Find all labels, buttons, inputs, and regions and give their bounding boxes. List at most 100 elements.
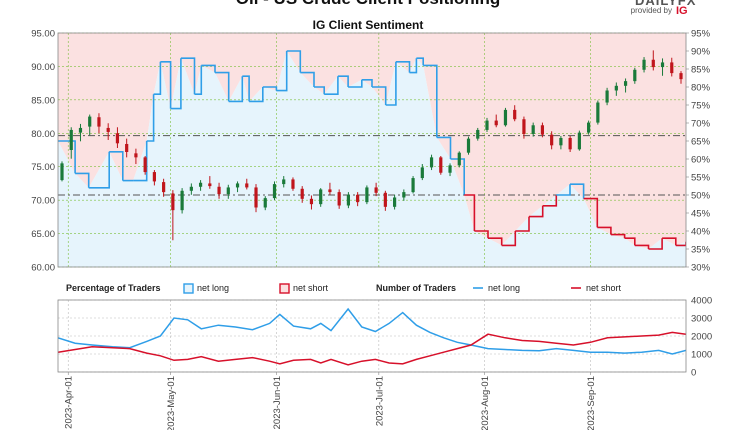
net-long-pct-segment bbox=[515, 216, 530, 232]
figure-title: Oil - US Crude Client Positioning bbox=[236, 0, 500, 8]
dailyfx-logo: DAILYFX provided by IG bbox=[631, 0, 696, 17]
price-candle-body bbox=[577, 132, 581, 150]
price-axis-tick: 75.00 bbox=[31, 162, 55, 173]
net-long-pct-segment bbox=[501, 231, 517, 247]
net-long-pct-segment bbox=[529, 205, 544, 218]
legend: Percentage of Traders net long net short… bbox=[66, 283, 622, 294]
price-candle-body bbox=[466, 138, 471, 153]
net-long-pct-segment bbox=[58, 140, 76, 174]
price-candle-body bbox=[411, 178, 415, 193]
net-long-pct-segment bbox=[409, 58, 418, 74]
chart-title: IG Client Sentiment bbox=[313, 18, 424, 32]
net-long-area bbox=[58, 51, 686, 267]
net-long-pct-segment bbox=[314, 86, 325, 95]
trader-count-chart: 0 1000 2000 3000 4000 2023-Apr-01 2023-May-01… bbox=[57, 296, 712, 430]
price-candle-body bbox=[143, 157, 147, 173]
price-candle-body bbox=[420, 167, 424, 179]
price-candle-body bbox=[476, 129, 480, 139]
count-axis-tick: 1000 bbox=[691, 350, 712, 361]
net-long-pct-segment bbox=[228, 76, 244, 103]
price-axis-tick: 85.00 bbox=[31, 95, 55, 106]
net-long-pct-segment bbox=[662, 237, 677, 246]
price-sentiment-chart: 60.00 65.00 70.00 75.00 80.00 85.00 90.00 95.00… bbox=[31, 29, 710, 274]
price-candle-body bbox=[660, 62, 665, 68]
price-candle-body bbox=[282, 179, 286, 185]
net-long-pct-segment bbox=[583, 197, 599, 228]
price-candle-body bbox=[180, 190, 184, 211]
net-long-pct-segment bbox=[88, 151, 110, 189]
legend-heading-number: Number of Traders bbox=[376, 283, 456, 293]
sentiment-axis-tick: 95% bbox=[691, 29, 711, 40]
price-candle-body bbox=[217, 186, 221, 195]
price-candle-body bbox=[531, 125, 535, 134]
net-long-pct-segment bbox=[610, 233, 626, 239]
net-long-pct-segment bbox=[153, 61, 162, 95]
price-axis-tick: 65.00 bbox=[31, 229, 55, 240]
net-long-pct-segment bbox=[450, 158, 465, 195]
price-axis-tick: 90.00 bbox=[31, 62, 55, 73]
net-long-count-line bbox=[58, 307, 686, 355]
price-candle-body bbox=[152, 172, 156, 182]
net-long-pct-segment bbox=[542, 195, 558, 207]
net-long-pct-segment bbox=[597, 226, 612, 235]
price-candle-body bbox=[623, 81, 628, 86]
net-long-pct-segment bbox=[624, 237, 636, 246]
price-candle-body bbox=[439, 157, 443, 173]
price-candle-body bbox=[550, 134, 554, 146]
net-long-pct-segment bbox=[395, 61, 411, 73]
net-long-pct-segment bbox=[675, 241, 686, 247]
price-candle-body bbox=[485, 120, 489, 130]
net-long-pct-segment bbox=[372, 86, 387, 105]
price-candle-body bbox=[605, 90, 609, 103]
price-candle-body bbox=[309, 198, 314, 205]
dailyfx-wordmark: DAILYFX bbox=[635, 0, 696, 8]
price-candle-body bbox=[198, 182, 203, 187]
net-long-pct-segment bbox=[276, 51, 288, 92]
price-candle-body bbox=[559, 137, 563, 146]
price-candle-body bbox=[162, 182, 166, 193]
price-candle-body bbox=[513, 109, 517, 120]
price-candle-body bbox=[337, 192, 341, 206]
price-candle-body bbox=[254, 187, 258, 208]
net-long-pct-segment bbox=[337, 75, 349, 87]
legend-net-short-pct-label: net short bbox=[293, 283, 329, 293]
price-candle-body bbox=[642, 59, 646, 70]
net-long-pct-segment bbox=[324, 76, 339, 95]
count-chart-frame bbox=[57, 299, 687, 373]
price-axis-tick: 70.00 bbox=[31, 196, 55, 207]
price-candle-body bbox=[263, 198, 267, 208]
date-axis-tick: 2023-May-01 bbox=[166, 376, 177, 430]
price-chart-frame bbox=[57, 32, 687, 268]
price-candle-body bbox=[69, 129, 73, 150]
net-long-pct-segment bbox=[385, 61, 397, 106]
sentiment-axis-tick: 40% bbox=[691, 227, 711, 238]
legend-net-long-count-label: net long bbox=[488, 283, 520, 293]
price-candle-body bbox=[356, 194, 360, 203]
price-candle-body bbox=[448, 165, 452, 173]
count-axis-tick: 4000 bbox=[691, 296, 712, 307]
legend-net-short-count-label: net short bbox=[586, 283, 622, 293]
sentiment-axis-tick: 70% bbox=[691, 119, 711, 130]
date-axis-tick: 2023-Jun-01 bbox=[272, 376, 283, 429]
legend-net-long-pct-swatch bbox=[183, 283, 194, 294]
net-long-pct-segment bbox=[75, 172, 90, 188]
net-short-count-line bbox=[58, 331, 686, 366]
price-candle-body bbox=[614, 85, 618, 91]
price-candle-body bbox=[291, 179, 295, 189]
net-long-pct-segment bbox=[648, 238, 663, 250]
price-candle-body bbox=[392, 197, 397, 207]
price-candle-body bbox=[134, 153, 138, 158]
net-long-pct-segment bbox=[348, 79, 363, 88]
net-long-pct-segment bbox=[249, 87, 264, 103]
date-axis-tick: 2023-Apr-01 bbox=[64, 376, 75, 429]
net-long-pct-segment bbox=[488, 237, 503, 246]
price-candle-body bbox=[365, 187, 369, 203]
sentiment-axis-tick: 80% bbox=[691, 83, 711, 94]
price-candle-body bbox=[522, 119, 526, 134]
price-candle-body bbox=[374, 187, 378, 193]
price-candle-body bbox=[540, 125, 545, 135]
price-candle-body bbox=[125, 143, 129, 153]
price-candle-body bbox=[651, 59, 655, 68]
price-candle-body bbox=[503, 109, 508, 126]
